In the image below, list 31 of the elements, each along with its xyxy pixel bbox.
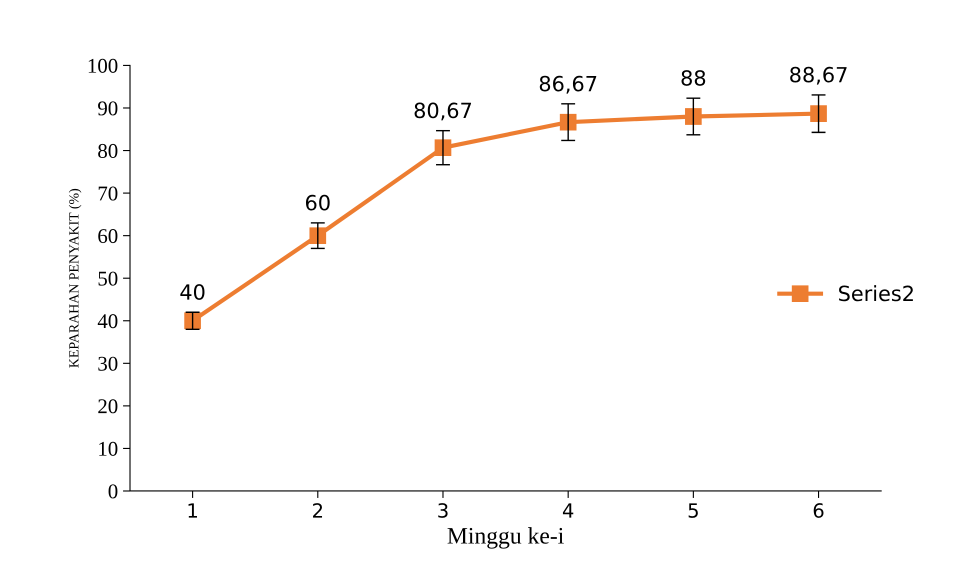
data-label: 60 — [306, 194, 330, 211]
point — [810, 105, 827, 122]
point — [685, 108, 702, 125]
x-tick-label: 1 — [188, 503, 197, 518]
y-tick-label: 100 — [88, 58, 118, 73]
y-tick-label: 0 — [108, 484, 118, 498]
data-label: 88 — [682, 70, 706, 86]
x-tick-label: 3 — [438, 503, 448, 518]
y-tick-label: 80 — [98, 144, 118, 158]
x-tick-label: 5 — [688, 503, 698, 518]
y-tick-label: 90 — [98, 101, 118, 116]
data-label: 80,67 — [414, 102, 472, 120]
x-tick-label: 4 — [562, 503, 574, 518]
data-label: 86,67 — [540, 76, 596, 94]
y-tick-label: 50 — [98, 272, 118, 286]
legend-label: Series2 — [839, 285, 913, 302]
x-axis-title: Minggu ke-i — [448, 527, 564, 549]
x-tick-label: 6 — [814, 503, 824, 518]
y-tick-label: 70 — [98, 186, 118, 201]
data-label: 40 — [180, 284, 204, 300]
y-axis-title: KEPARAHAN PENYAKIT (%) — [68, 188, 82, 368]
y-tick-label: 10 — [99, 442, 118, 456]
point — [560, 114, 577, 130]
data-label: 88,67 — [790, 66, 847, 85]
y-tick-label: 40 — [98, 314, 118, 328]
point — [434, 139, 452, 156]
point — [309, 227, 326, 244]
y-tick-label: 60 — [98, 229, 118, 244]
y-tick-label: 20 — [98, 399, 118, 414]
x-tick-label: 2 — [313, 503, 322, 518]
y-tick-label: 30 — [98, 356, 118, 371]
